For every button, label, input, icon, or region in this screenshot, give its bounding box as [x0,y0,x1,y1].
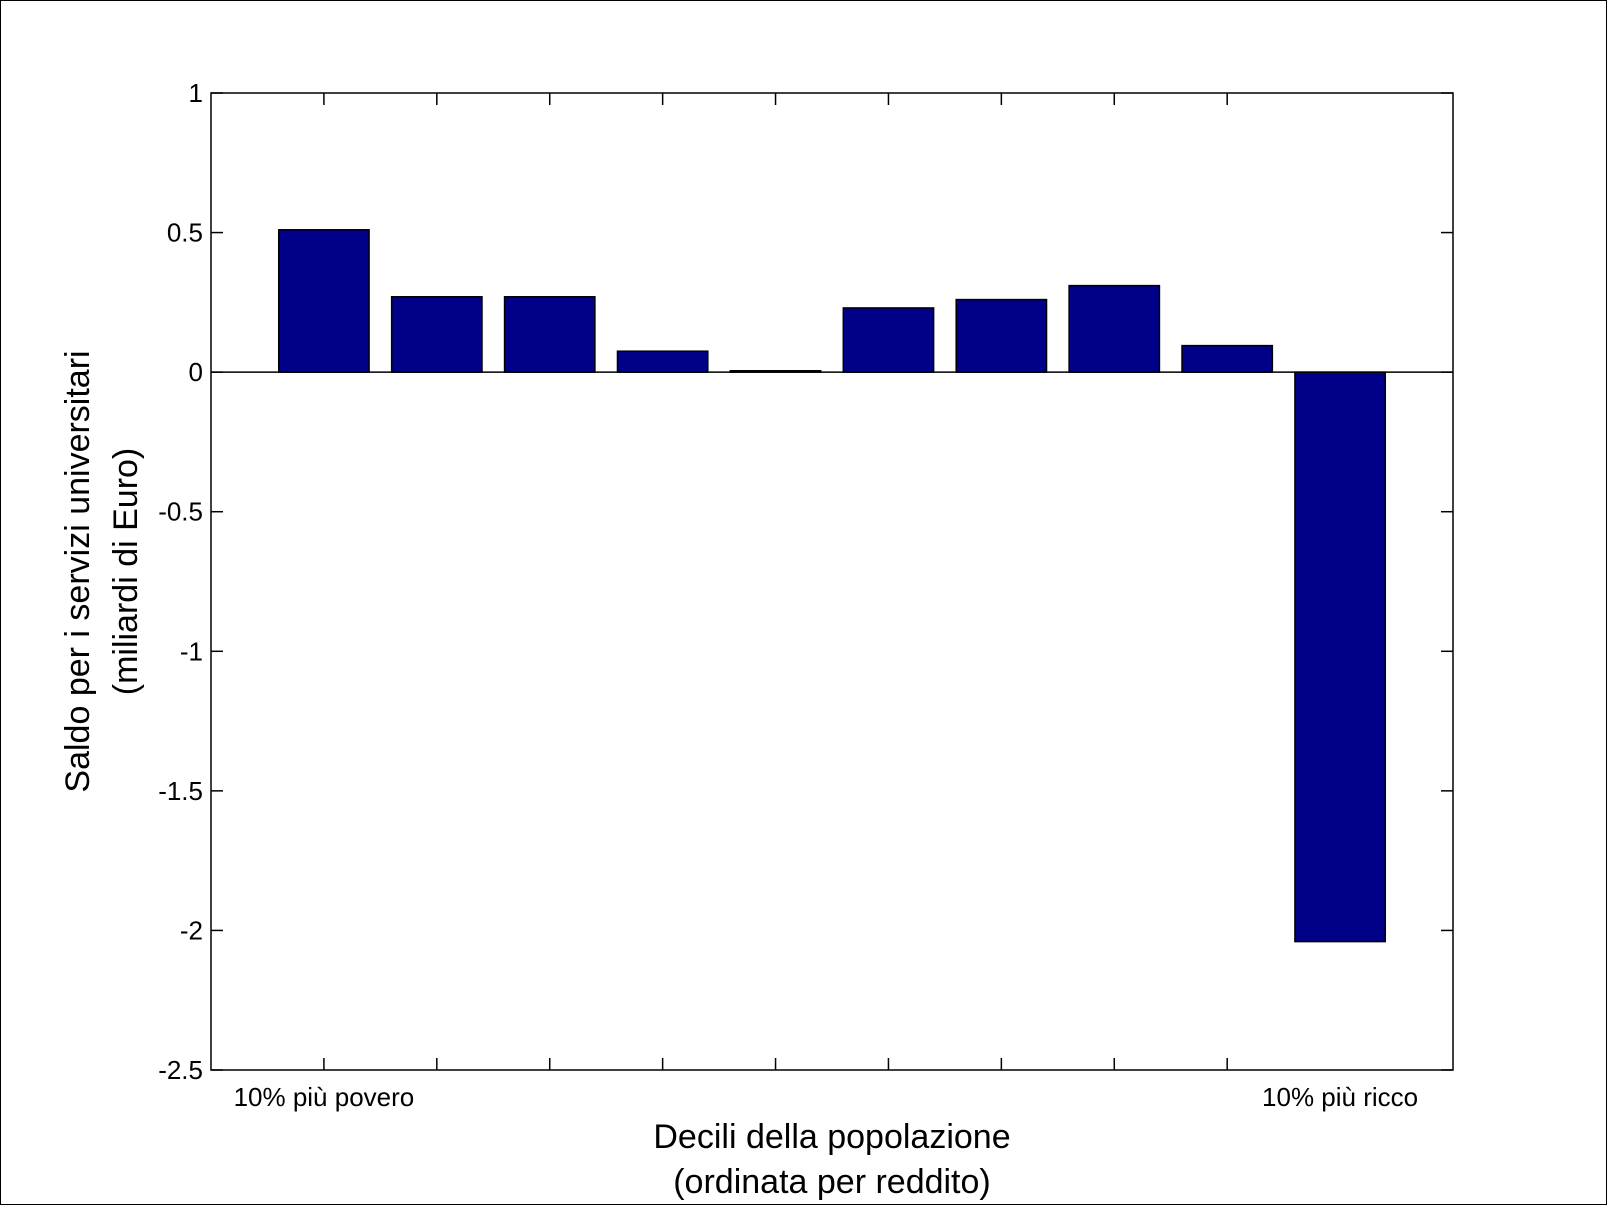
bar-decile-6 [842,307,935,373]
y-axis-tick-labels: 1 0.5 0 -0.5 -1 -1.5 -2 -2.5 [158,78,203,1085]
x-axis-label-line-1: Decili della popolazione [653,1118,1010,1156]
bar-decile-10 [1294,371,1387,943]
x-axis-ticks [323,93,1228,1070]
y-axis-ticks [211,92,1453,1071]
bar-decile-8 [1068,284,1161,373]
y-tick-label: 1 [189,78,203,108]
x-axis-label-line-2: (ordinata per reddito) [673,1163,991,1201]
bars-group [277,229,1387,943]
y-axis-label-line-2: (miliardi di Euro) [107,448,145,696]
bar-decile-7 [955,298,1048,373]
y-tick-label: 0.5 [167,218,203,248]
y-tick-label: 0 [189,357,203,387]
y-tick-label: -0.5 [158,497,203,527]
plot-area-frame [210,92,1454,1071]
x-tick-label: 10% più povero [234,1082,415,1112]
y-tick-label: -1.5 [158,776,203,806]
bar-decile-4 [616,350,709,373]
bar-decile-3 [503,296,596,373]
bar-decile-1 [277,229,370,373]
y-tick-label: -2 [180,915,203,945]
bar-decile-9 [1181,344,1274,373]
y-tick-label: -1 [180,636,203,666]
x-axis-tick-labels: 10% più povero 10% più ricco [234,1082,1419,1112]
bar-decile-2 [390,296,483,373]
y-axis-label-line-1: Saldo per i servizi universitari [59,350,97,792]
y-tick-label: -2.5 [158,1055,203,1085]
x-tick-label: 10% più ricco [1262,1082,1418,1112]
